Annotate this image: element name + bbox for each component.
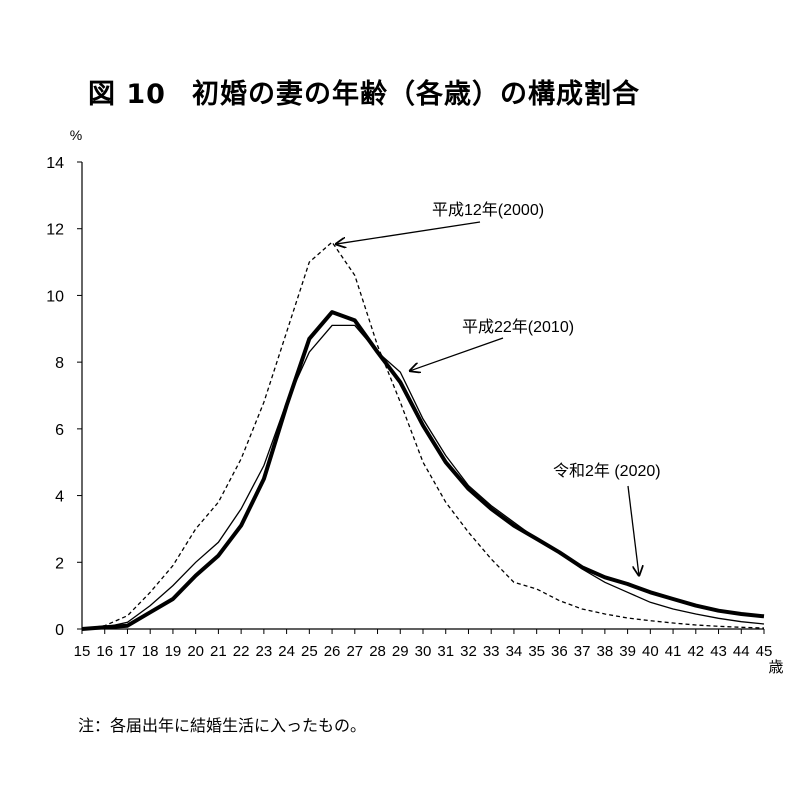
y-tick-label: 12 [46,222,64,239]
x-tick-label: 25 [301,643,318,660]
annotation-2020-label: 令和2年 (2020) [553,462,661,480]
x-tick-label: 38 [597,643,614,660]
x-tick-label: 42 [687,643,704,660]
y-tick-label: 6 [55,422,64,439]
x-tick-label: 19 [165,643,182,660]
x-tick-label: 40 [642,643,659,660]
y-tick-label: 4 [55,489,64,506]
x-tick-label: 29 [392,643,409,660]
footnote: 注：各届出年に結婚生活に入ったもの。 [78,716,367,735]
annotation-2010-arrow [410,337,504,371]
figure-number: 図 10 [88,79,166,110]
x-tick-label: 18 [142,643,159,660]
y-tick-label: 10 [46,288,64,305]
annotation-2010-label: 平成22年(2010) [462,318,574,336]
x-tick-label: 23 [256,643,273,660]
chart-title: 図 10 初婚の妻の年齢（各歳）の構成割合 [88,72,640,111]
x-tick-label: 35 [528,643,545,660]
x-axis-unit: 歳 [768,659,783,676]
x-tick-label: 17 [119,643,136,660]
x-tick-label: 20 [187,643,204,660]
series-2000-line [81,241,765,630]
x-tick-label: 16 [96,643,113,660]
y-tick-label: 8 [55,355,64,372]
x-tick-label: 31 [437,643,454,660]
x-tick-label: 43 [710,643,727,660]
x-tick-label: 30 [415,643,432,660]
x-tick-label: 32 [460,643,477,660]
x-tick-label: 26 [324,643,341,660]
x-tick-label: 36 [551,643,568,660]
x-tick-label: 33 [483,643,500,660]
y-axis-unit: % [70,127,82,143]
x-tick-label: 45 [756,643,773,660]
annotation-2020-arrow [627,485,639,575]
x-tick-label: 27 [346,643,363,660]
series-2020-line [81,310,765,631]
y-tick-label: 2 [55,555,64,572]
y-tick-label: 14 [46,155,64,172]
series-2010-line [81,324,765,630]
x-tick-label: 37 [574,643,591,660]
x-tick-label: 44 [733,643,750,660]
x-tick-label: 39 [619,643,636,660]
annotation-2000-label: 平成12年(2000) [432,201,544,219]
x-tick-label: 24 [278,643,295,660]
x-tick-label: 28 [369,643,386,660]
x-tick-label: 15 [74,643,91,660]
x-tick-label: 34 [506,643,523,660]
x-tick-label: 22 [233,643,250,660]
annotation-2000-arrow [336,221,481,244]
chart-title-text: 初婚の妻の年齢（各歳）の構成割合 [191,79,640,110]
y-tick-label: 0 [55,622,64,639]
x-tick-label: 41 [665,643,682,660]
x-tick-label: 21 [210,643,227,660]
